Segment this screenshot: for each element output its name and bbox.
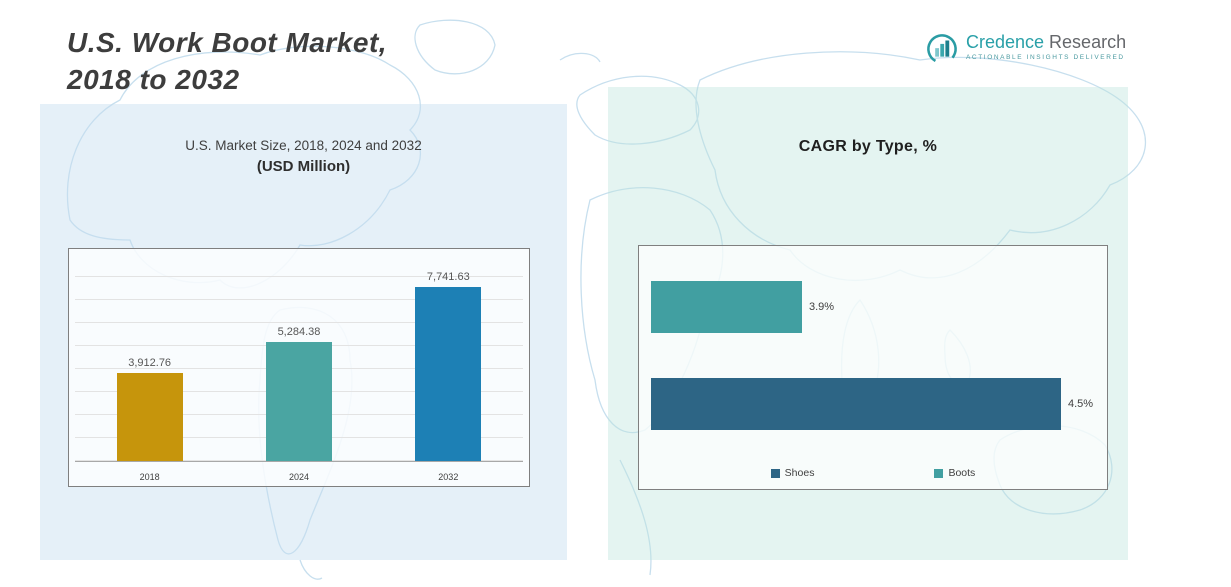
logo-tagline: Actionable Insights Delivered [966, 54, 1125, 61]
logo-bar-chart-icon [927, 34, 957, 64]
legend-item: Boots [934, 467, 975, 479]
legend-label: Shoes [784, 467, 815, 479]
legend-swatch [934, 468, 944, 478]
cagr-chart: 3.9% 4.5% Shoes Boots [638, 245, 1108, 490]
bar-column: 5,284.38 [265, 326, 332, 461]
market-size-plot: 3,912.76 5,284.38 7,741.63 [75, 257, 523, 462]
market-size-bar [265, 342, 332, 461]
logo-brand: Credence Research [966, 32, 1126, 52]
market-size-categories: 2018 2024 2032 [75, 472, 523, 482]
page-title-line2: 2018 to 2032 [67, 64, 240, 95]
cagr-chart-title: CAGR by Type, % [798, 138, 938, 155]
cagr-bar [651, 281, 802, 333]
bar-value-label: 7,741.63 [426, 271, 470, 283]
logo-brand-secondary: Research [1044, 32, 1127, 52]
bar-value-label: 5,284.38 [277, 326, 321, 338]
page-title-line1: U.S. Work Boot Market, [67, 27, 388, 58]
page-title: U.S. Work Boot Market, 2018 to 2032 [67, 24, 387, 98]
legend-swatch [770, 468, 780, 478]
market-size-chart-subtitle: U.S. Market Size, 2018, 2024 and 2032 [185, 138, 422, 153]
legend-item: Shoes [770, 467, 815, 479]
category-label: 2032 [438, 472, 459, 482]
cagr-bars: 3.9% 4.5% [651, 246, 1107, 430]
market-size-unit-label: (USD Million) [256, 158, 351, 175]
bar-value-label: 3,912.76 [128, 357, 172, 369]
bar-column: 3,912.76 [116, 357, 183, 461]
cagr-value-label: 4.5% [1068, 398, 1094, 410]
cagr-bar-row: 3.9% [651, 281, 1107, 333]
logo: Credence Research Actionable Insights De… [925, 32, 1126, 66]
logo-text: Credence Research Actionable Insights De… [966, 32, 1126, 61]
legend-label: Boots [948, 467, 976, 479]
logo-brand-primary: Credence [966, 32, 1045, 52]
market-size-bar [116, 373, 183, 461]
category-label: 2018 [139, 472, 160, 482]
market-size-bar [415, 287, 482, 461]
category-label: 2024 [288, 472, 309, 482]
market-size-chart: 3,912.76 5,284.38 7,741.63 2018 2024 2032 [68, 248, 530, 487]
cagr-bar-row: 4.5% [651, 378, 1107, 430]
cagr-legend: Shoes Boots [639, 467, 1107, 479]
bar-column: 7,741.63 [415, 271, 482, 461]
cagr-value-label: 3.9% [809, 301, 835, 313]
cagr-bar [651, 378, 1061, 430]
